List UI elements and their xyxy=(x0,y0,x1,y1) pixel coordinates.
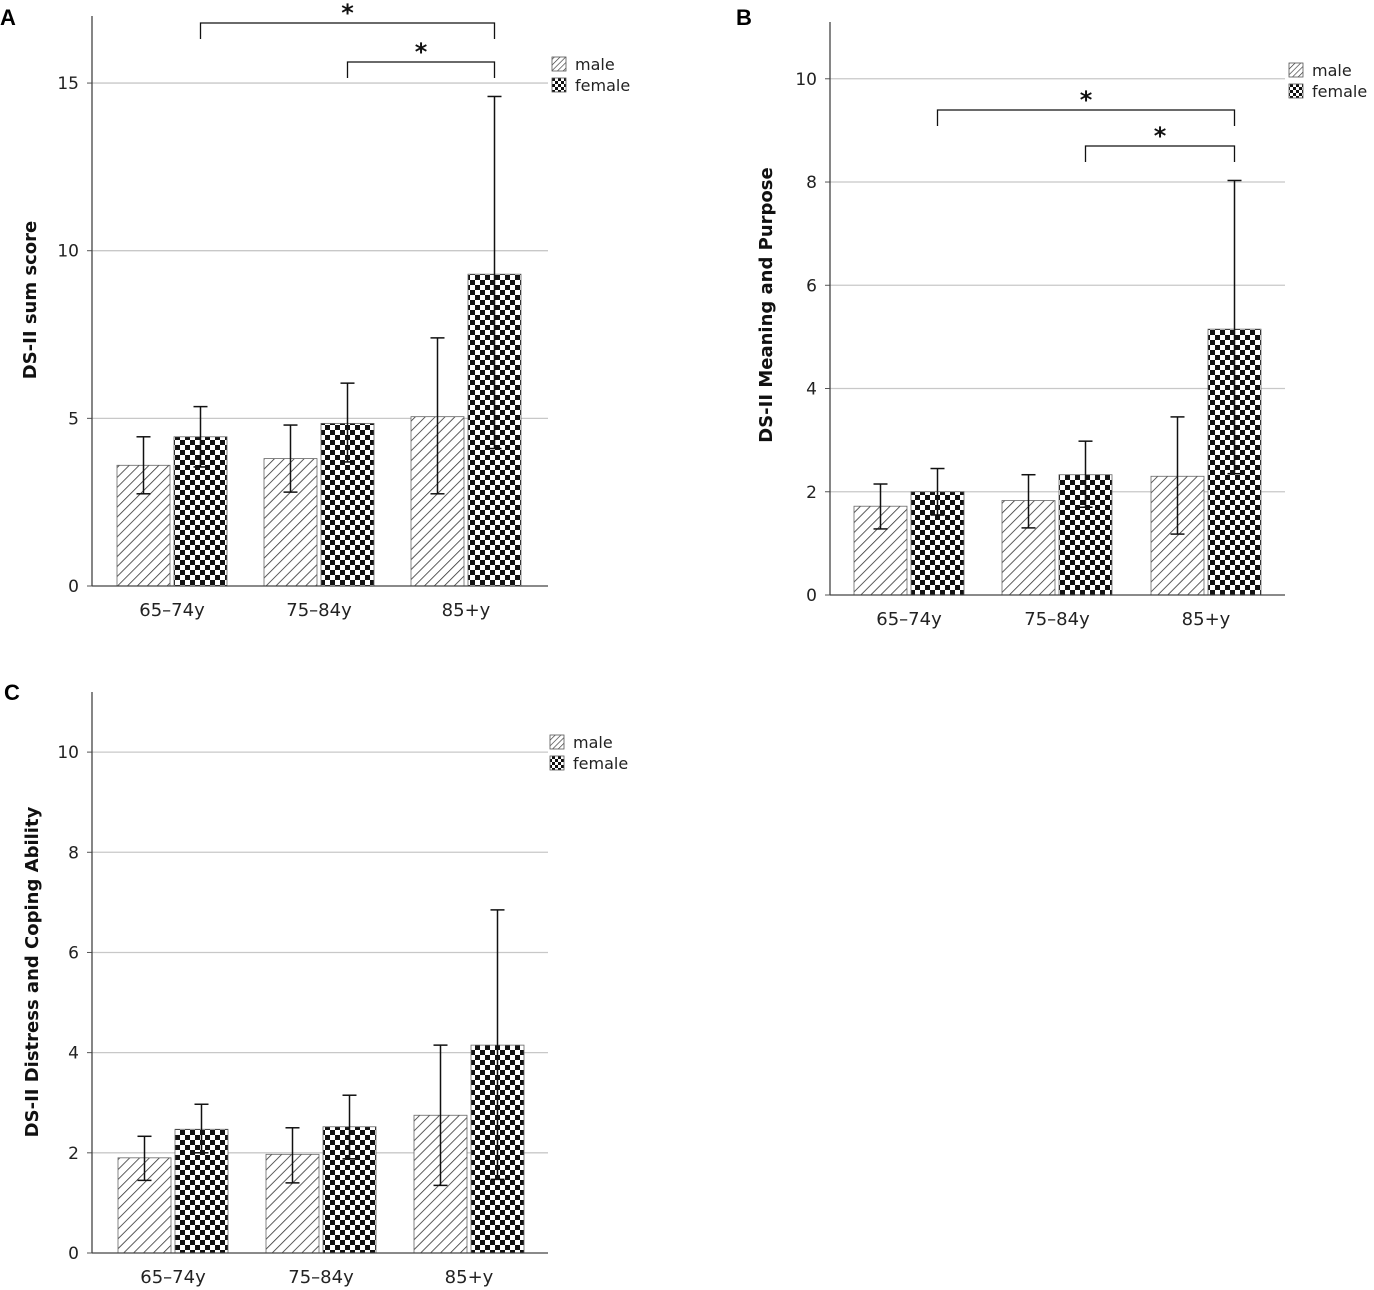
y-tick-label: 6 xyxy=(806,276,817,296)
y-tick-label: 0 xyxy=(806,586,817,606)
x-tick-label: 65–74y xyxy=(140,1267,206,1288)
y-tick-label: 4 xyxy=(806,380,817,400)
significance-bracket xyxy=(1084,145,1236,162)
legend-swatch-male xyxy=(551,56,567,72)
y-tick-label: 4 xyxy=(68,1044,79,1064)
y-tick-label: 5 xyxy=(68,409,79,429)
y-tick-label: 6 xyxy=(68,943,79,963)
y-axis-label: DS-II sum score xyxy=(20,221,41,379)
panel-b: B DS-II Meaning and Purpose 0 2 4 6 8 10 65–74… xyxy=(736,5,1367,630)
x-tick-label: 65–74y xyxy=(876,609,942,630)
significance-star: * xyxy=(415,38,428,66)
legend-swatch-female xyxy=(1288,83,1304,99)
plot-area: 0 5 10 15 65–74y 75–84y 85+y * * xyxy=(57,0,548,621)
legend-label-male: male xyxy=(1312,61,1352,80)
x-tick-label: 85+y xyxy=(1182,609,1231,630)
x-tick-label: 75–84y xyxy=(286,600,352,621)
legend-swatch-male xyxy=(1288,62,1304,78)
significance-star: * xyxy=(1154,122,1167,150)
y-tick-label: 2 xyxy=(806,483,817,503)
legend-label-male: male xyxy=(575,55,615,74)
x-tick-label: 75–84y xyxy=(1024,609,1090,630)
legend-label-male: male xyxy=(573,733,613,752)
y-tick-label: 0 xyxy=(68,1244,79,1264)
y-axis-label: DS-II Meaning and Purpose xyxy=(756,167,777,442)
y-axis-label: DS-II Distress and Coping Ability xyxy=(22,806,43,1137)
x-tick-label: 85+y xyxy=(445,1267,494,1288)
x-tick-label: 65–74y xyxy=(139,600,205,621)
panel-c: C DS-II Distress and Coping Ability 0 2 4 6… xyxy=(4,680,628,1288)
x-tick-label: 85+y xyxy=(442,600,491,621)
x-tick-label: 75–84y xyxy=(288,1267,354,1288)
y-tick-label: 2 xyxy=(68,1144,79,1164)
y-tick-label: 8 xyxy=(806,173,817,193)
panel-label: A xyxy=(0,5,16,30)
y-tick-label: 8 xyxy=(68,843,79,863)
y-tick-label: 0 xyxy=(68,577,79,597)
significance-bracket xyxy=(199,22,496,39)
legend: male female xyxy=(1288,61,1367,101)
significance-bracket xyxy=(936,109,1236,126)
legend: male female xyxy=(549,733,628,773)
legend-label-female: female xyxy=(575,76,630,95)
legend-swatch-female xyxy=(549,755,565,771)
significance-star: * xyxy=(341,0,354,27)
y-tick-label: 10 xyxy=(795,70,817,90)
plot-area: 0 2 4 6 8 10 65–74y 75–84y 85+y xyxy=(57,692,548,1288)
significance-star: * xyxy=(1080,86,1093,114)
panel-label: B xyxy=(736,5,752,30)
legend: male female xyxy=(551,55,630,95)
plot-area: 0 2 4 6 8 10 65–74y 75–84y 85+y * * xyxy=(795,22,1285,630)
legend-label-female: female xyxy=(573,754,628,773)
significance-bracket xyxy=(346,61,496,78)
legend-swatch-female xyxy=(551,77,567,93)
y-tick-label: 10 xyxy=(57,242,79,262)
legend-label-female: female xyxy=(1312,82,1367,101)
y-tick-label: 15 xyxy=(57,74,79,94)
panel-label: C xyxy=(4,680,20,705)
legend-swatch-male xyxy=(549,734,565,750)
panel-a: A DS-II sum score 0 5 10 15 65–74y 75–84y 85+y… xyxy=(0,0,630,621)
y-tick-label: 10 xyxy=(57,743,79,763)
